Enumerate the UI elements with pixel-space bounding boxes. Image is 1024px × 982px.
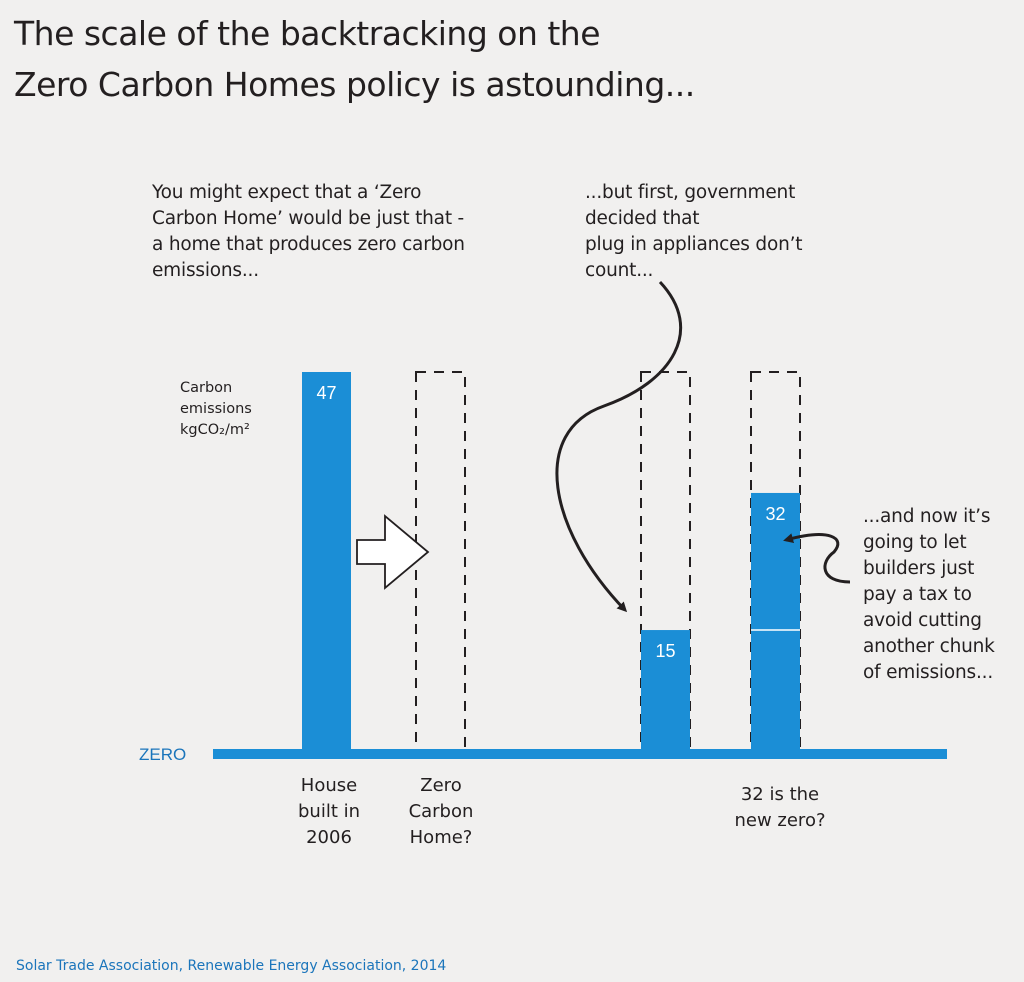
annotation-line: pay a tax to <box>863 584 972 605</box>
source-note: Solar Trade Association, Renewable Energ… <box>16 958 447 974</box>
bar <box>641 630 690 751</box>
category-label: House <box>301 775 357 796</box>
annotation-line: a home that produces zero carbon <box>152 234 465 255</box>
annotation-line: You might expect that a ‘Zero <box>152 182 422 203</box>
chart-title: The scale of the backtracking on the Zer… <box>14 8 695 110</box>
y-axis-label: Carbon emissions kgCO₂/m² <box>180 378 252 441</box>
annotation-line: emissions... <box>152 260 259 281</box>
bar <box>751 492 800 751</box>
y-axis-label-line: kgCO₂/m² <box>180 422 250 438</box>
right-arrow-icon <box>356 514 430 590</box>
bar <box>302 372 351 751</box>
category-label: new zero? <box>734 810 825 831</box>
zero-label: ZERO <box>139 745 186 764</box>
bars-layer: 47 15 32 <box>302 371 801 752</box>
annotation-expectation: You might expect that a ‘Zero Carbon Hom… <box>152 180 465 284</box>
bar-value-label: 32 <box>765 504 785 524</box>
annotation-line: another chunk <box>863 636 995 657</box>
annotation-tax: ...and now it’s going to let builders ju… <box>863 504 995 686</box>
annotation-line: plug in appliances don’t <box>585 234 803 255</box>
curved-arrow-down-icon <box>555 280 683 613</box>
bar-value-label: 15 <box>655 641 675 661</box>
bar-value-label: 47 <box>316 383 336 403</box>
zero-baseline <box>213 749 947 759</box>
category-label: 2006 <box>306 827 352 848</box>
category-label: Carbon <box>409 801 474 822</box>
title-line-1: The scale of the backtracking on the <box>14 14 601 53</box>
category-label: 32 is the <box>741 784 819 805</box>
category-label: built in <box>298 801 360 822</box>
category-labels: House built in 2006 Zero Carbon Home? 32 is th… <box>298 775 826 848</box>
category-label: Home? <box>410 827 473 848</box>
y-axis-label-line: Carbon <box>180 380 233 396</box>
annotation-line: going to let <box>863 532 967 553</box>
annotation-line: count... <box>585 260 654 281</box>
curved-arrow-left-icon <box>783 533 851 584</box>
annotation-line: of emissions... <box>863 662 993 683</box>
title-line-2: Zero Carbon Homes policy is astounding..… <box>14 65 695 104</box>
y-axis-label-line: emissions <box>180 401 252 417</box>
annotation-line: Carbon Home’ would be just that - <box>152 208 465 229</box>
annotation-line: ...and now it’s <box>863 506 991 527</box>
annotation-line: builders just <box>863 558 975 579</box>
annotation-line: ...but first, government <box>585 182 796 203</box>
annotation-appliances: ...but first, government decided that pl… <box>585 180 803 284</box>
annotation-line: decided that <box>585 208 700 229</box>
annotation-line: avoid cutting <box>863 610 982 631</box>
category-label: Zero <box>420 775 461 796</box>
bar-outline <box>415 371 466 752</box>
